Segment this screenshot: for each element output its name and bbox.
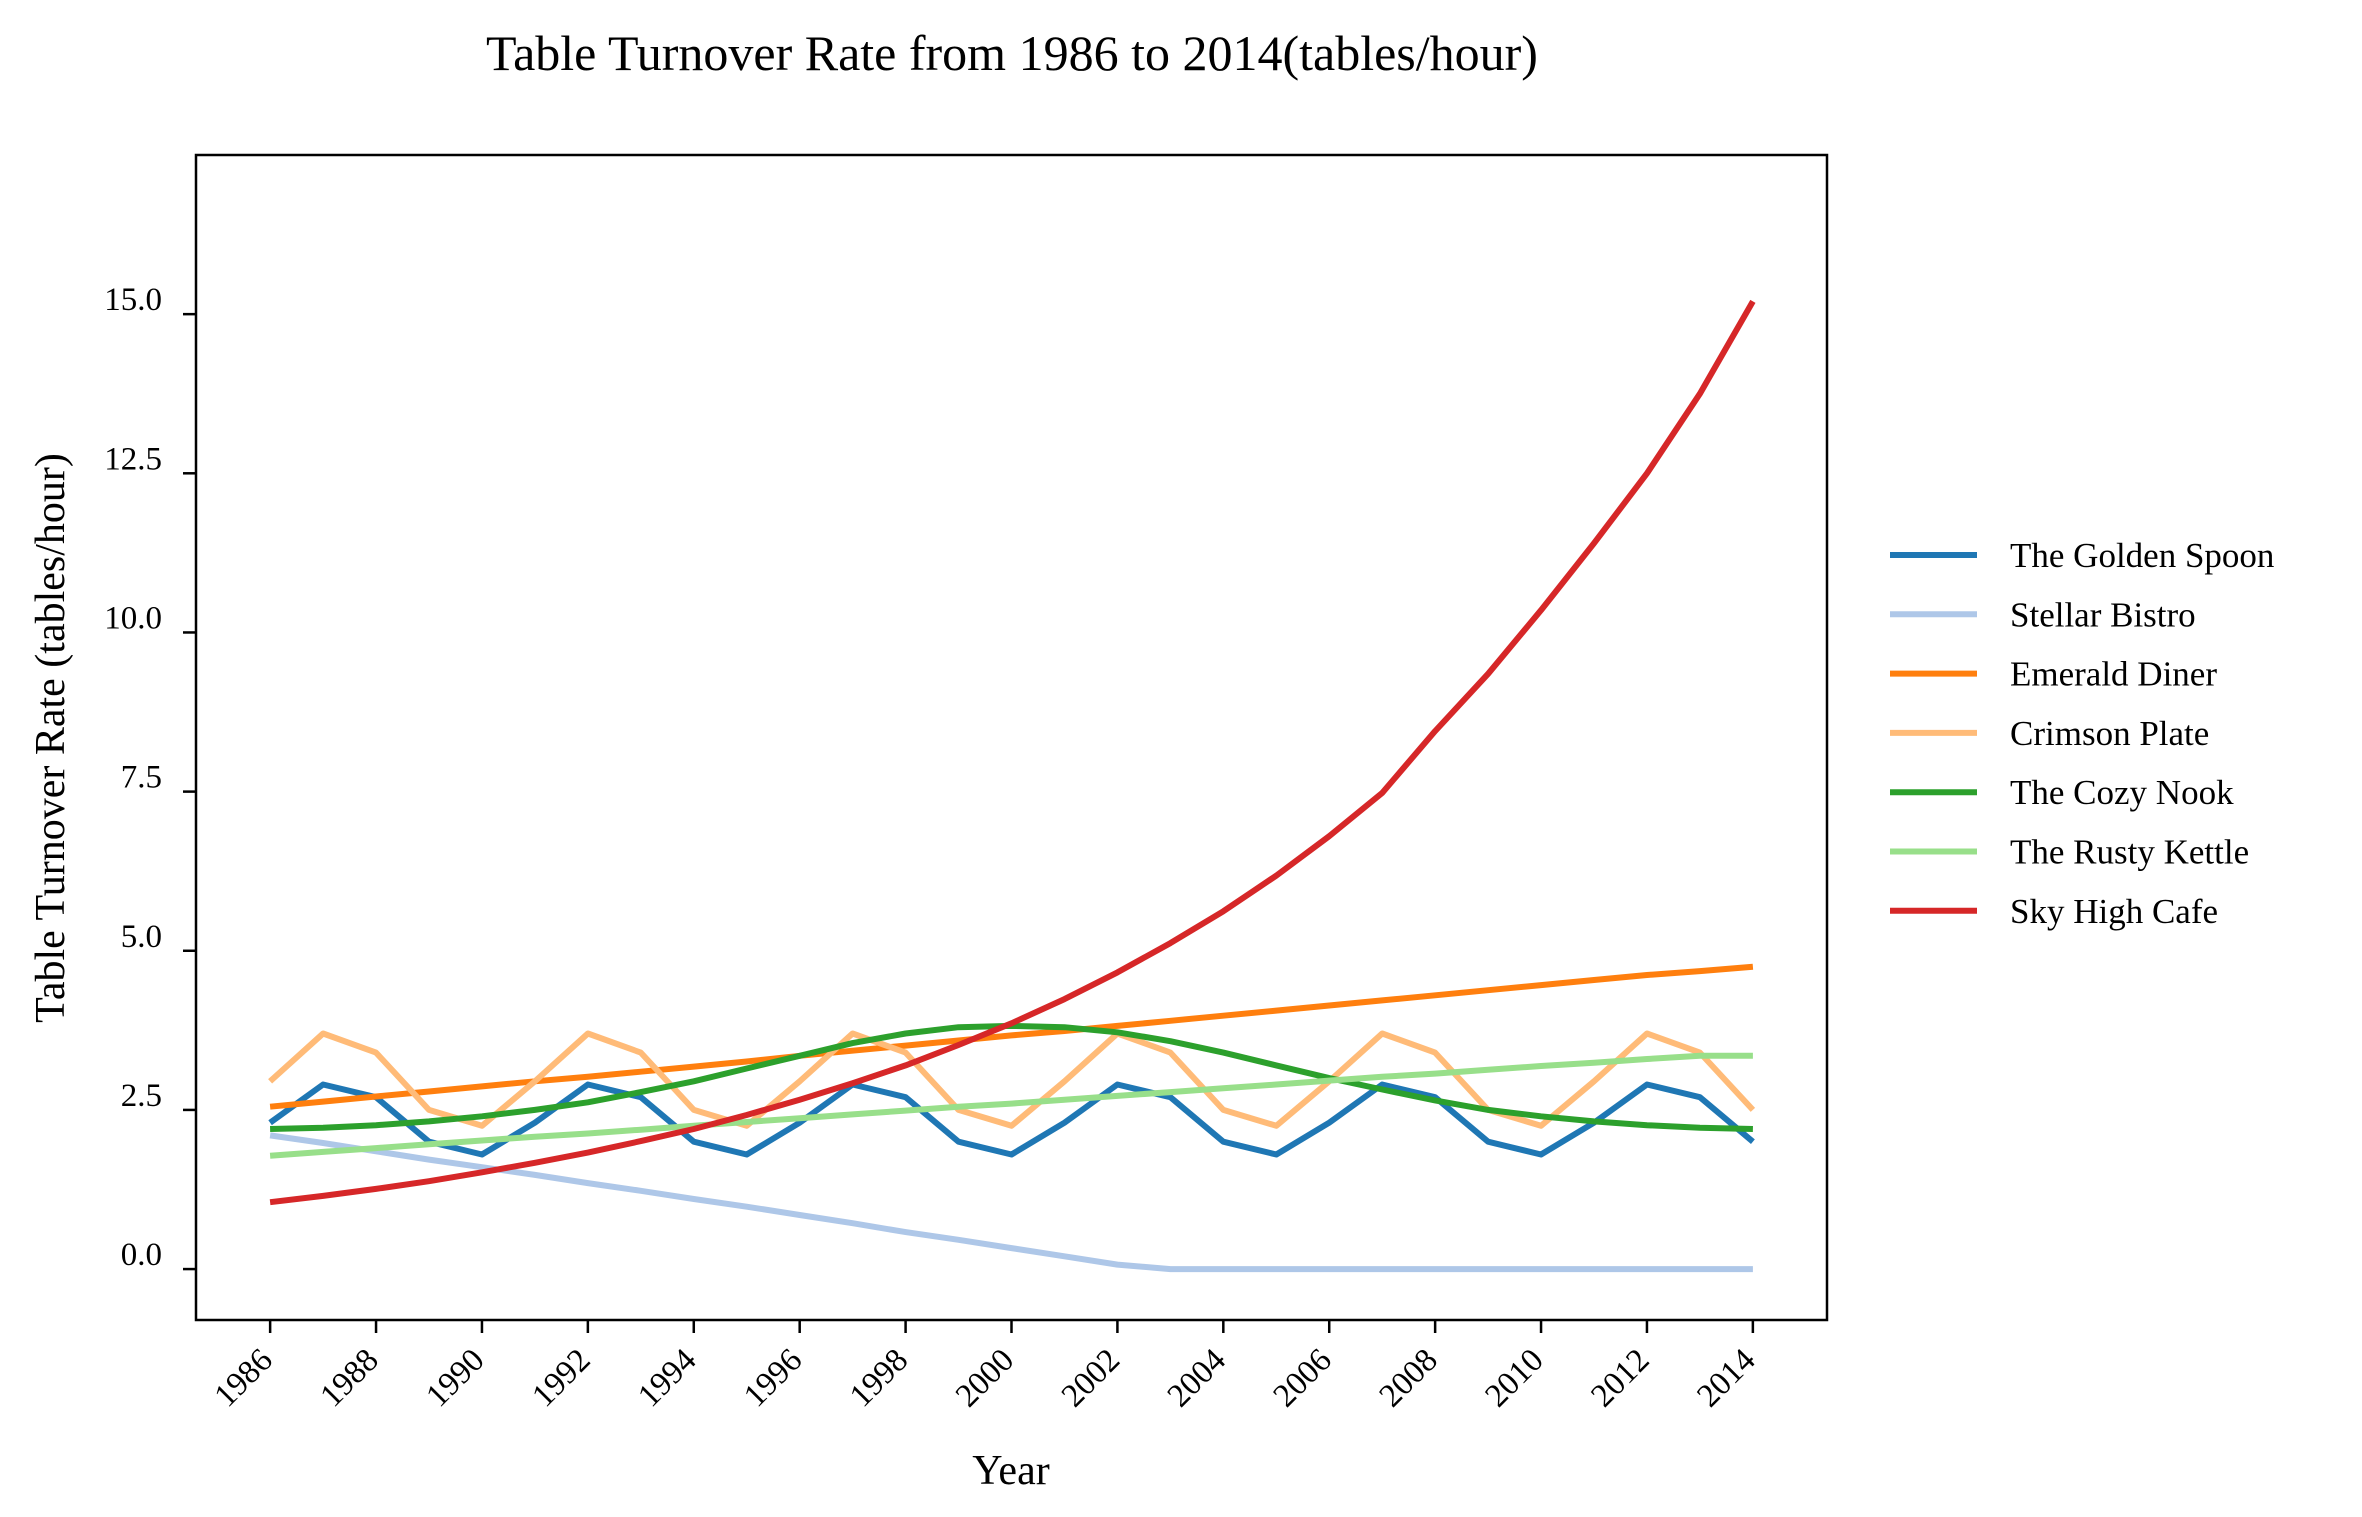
legend-item: Emerald Diner: [1890, 655, 2217, 694]
y-tick-label: 12.5: [104, 441, 162, 477]
legend-label: Emerald Diner: [2010, 655, 2217, 694]
x-axis-label: Year: [972, 1448, 1049, 1494]
y-axis-label: Table Turnover Rate (tables/hour): [28, 453, 74, 1023]
x-tick-label: 2010: [1479, 1342, 1551, 1414]
y-tick-label: 10.0: [104, 600, 162, 636]
x-tick-label: 2002: [1055, 1342, 1127, 1414]
legend-label: The Rusty Kettle: [2010, 833, 2249, 872]
x-axis: 1986 1988 1990 1992 1994 1996 1998 2000 2002 2004…: [208, 1320, 1763, 1414]
series-layer: [268, 299, 1756, 1273]
legend-label: The Golden Spoon: [2010, 536, 2274, 575]
series-line-1: [268, 1081, 1755, 1158]
y-axis: 0.0 2.5 5.0 7.5 10.0 12.5 15.0: [104, 282, 196, 1273]
x-tick-label: 1988: [314, 1342, 386, 1414]
x-tick-label: 1998: [843, 1342, 915, 1414]
legend-label: Sky High Cafe: [2010, 892, 2218, 931]
x-tick-label: 2006: [1267, 1342, 1339, 1414]
series-line-4: [268, 1030, 1756, 1129]
legend-item: The Rusty Kettle: [1890, 833, 2249, 872]
y-tick-label: 7.5: [121, 760, 162, 796]
series-line-6: [269, 1052, 1753, 1159]
y-tick-label: 2.5: [121, 1078, 162, 1114]
x-tick-label: 1992: [525, 1342, 597, 1414]
x-tick-label: 1996: [737, 1342, 809, 1414]
legend-item: The Cozy Nook: [1890, 773, 2234, 812]
legend-item: Sky High Cafe: [1890, 892, 2218, 931]
x-tick-label: 2008: [1373, 1342, 1445, 1414]
x-tick-label: 2012: [1584, 1342, 1656, 1414]
y-tick-label: 5.0: [121, 919, 162, 955]
legend-label: The Cozy Nook: [2010, 773, 2234, 812]
legend: The Golden Spoon Stellar Bistro Emerald Di…: [1890, 536, 2274, 931]
legend-item: Crimson Plate: [1890, 714, 2209, 753]
series-line-5: [270, 1022, 1753, 1132]
series-line-2: [269, 1132, 1753, 1273]
chart-title: Table Turnover Rate from 1986 to 2014(ta…: [486, 25, 1538, 81]
x-tick-label: 2004: [1161, 1342, 1233, 1414]
x-tick-label: 2014: [1690, 1342, 1762, 1414]
x-tick-label: 1994: [631, 1342, 703, 1414]
plot-area: [194, 153, 1829, 1322]
y-tick-label: 0.0: [121, 1237, 162, 1273]
legend-item: Stellar Bistro: [1890, 595, 2196, 634]
legend-label: Crimson Plate: [2010, 714, 2209, 753]
x-tick-label: 1990: [419, 1342, 491, 1414]
series-line-7: [269, 299, 1756, 1206]
x-tick-label: 2000: [949, 1342, 1021, 1414]
y-tick-label: 15.0: [104, 282, 162, 318]
legend-item: The Golden Spoon: [1890, 536, 2274, 575]
series-line-3: [269, 963, 1754, 1110]
legend-label: Stellar Bistro: [2010, 595, 2196, 634]
x-tick-label: 1986: [208, 1342, 280, 1414]
